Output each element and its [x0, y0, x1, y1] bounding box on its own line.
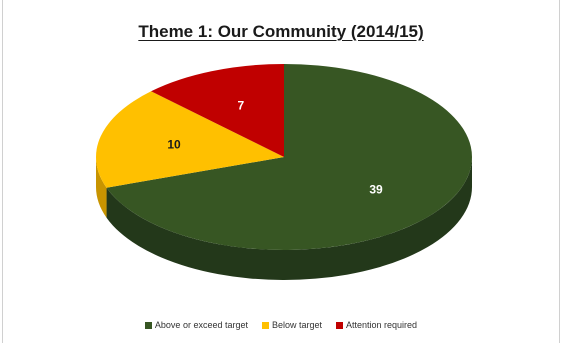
legend-item-below-target: Below target	[261, 320, 323, 330]
pie-slice-below-target	[96, 91, 284, 188]
legend-label: Attention required	[346, 320, 418, 330]
data-label-above-or-exceed-target: 39	[369, 182, 383, 196]
pie-side-below-target	[96, 157, 107, 218]
pie-slice-above-or-exceed-target	[106, 64, 473, 250]
legend-swatch	[144, 321, 152, 329]
legend-item-attention-required: Attention required	[336, 320, 417, 330]
legend-item-above-or-exceed-target: Above or exceed target	[144, 320, 248, 330]
legend-swatch	[336, 321, 344, 329]
legend-label: Below target	[271, 320, 323, 330]
data-label-below-target: 10	[167, 138, 181, 152]
chart-title: Theme 1: Our Community (2014/15)	[138, 22, 424, 41]
pie-side-above-or-exceed-target	[106, 157, 473, 281]
legend-label: Above or exceed target	[154, 320, 248, 330]
pie-chart: 39 10 7	[96, 64, 473, 281]
pie-labels: 39 10 7	[167, 98, 383, 196]
pie-slice-attention-required	[151, 64, 284, 157]
legend: Above or exceed target Below target Attent…	[3, 320, 559, 330]
data-label-attention-required: 7	[237, 98, 244, 112]
pie-slices	[96, 64, 473, 250]
pie-sides	[96, 157, 473, 281]
legend-swatch	[261, 321, 269, 329]
